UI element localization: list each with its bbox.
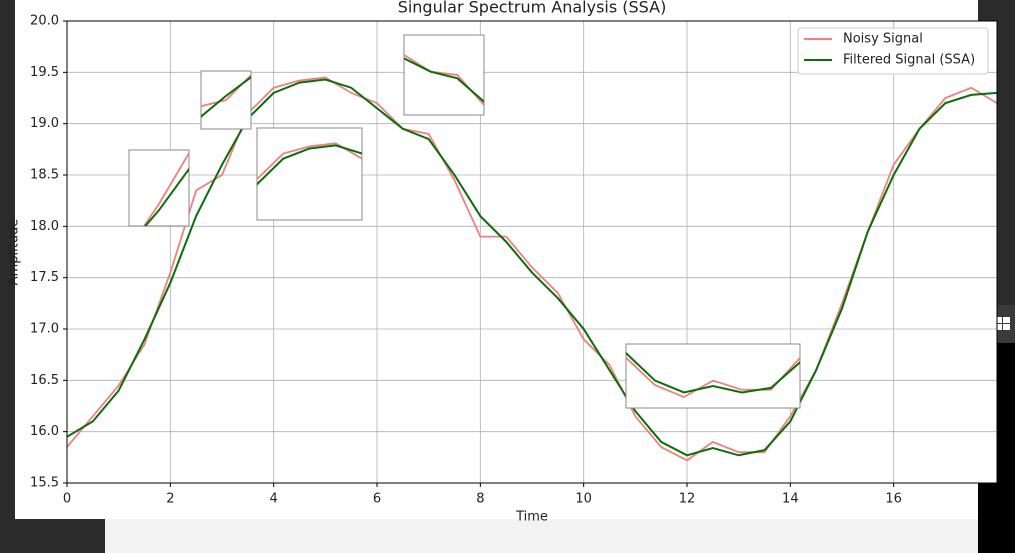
y-tick-label: 18.0 — [30, 219, 59, 234]
x-axis-label: Time — [515, 510, 548, 525]
x-tick-label: 10 — [575, 492, 592, 507]
inset-background — [256, 127, 363, 221]
x-tick-label: 12 — [679, 492, 696, 507]
y-axis-label: Amplitude — [7, 219, 22, 286]
y-tick-label: 16.0 — [30, 424, 59, 439]
series-line — [67, 78, 997, 457]
x-tick-label: 16 — [885, 492, 902, 507]
series-line — [67, 76, 997, 462]
y-tick-label: 20.0 — [30, 14, 59, 29]
legend-label: Noisy Signal — [843, 32, 923, 47]
x-tick-label: 14 — [782, 492, 799, 507]
inset-background — [128, 149, 190, 227]
windows-icon — [995, 317, 1010, 330]
legend-box — [797, 27, 989, 75]
plot-frame — [66, 20, 998, 484]
chart-title: Singular Spectrum Analysis (SSA) — [398, 0, 667, 17]
y-tick-label: 18.5 — [30, 168, 59, 183]
y-tick-label: 16.5 — [30, 373, 59, 388]
y-tick-label: 17.0 — [30, 322, 59, 337]
x-tick-label: 0 — [63, 492, 71, 507]
y-tick-label: 19.5 — [30, 65, 59, 80]
x-tick-label: 6 — [373, 492, 381, 507]
x-tick-label: 2 — [166, 492, 174, 507]
inset-background — [200, 70, 252, 130]
inset-line — [201, 74, 251, 108]
x-tick-label: 4 — [270, 492, 278, 507]
y-tick-label: 19.0 — [30, 116, 59, 131]
legend-label: Filtered Signal (SSA) — [843, 53, 975, 68]
y-tick-label: 15.5 — [30, 476, 59, 491]
inset-background — [625, 343, 801, 409]
y-tick-label: 17.5 — [30, 270, 59, 285]
x-tick-label: 8 — [476, 492, 484, 507]
inset-line — [201, 76, 251, 119]
background-window — [105, 519, 978, 553]
